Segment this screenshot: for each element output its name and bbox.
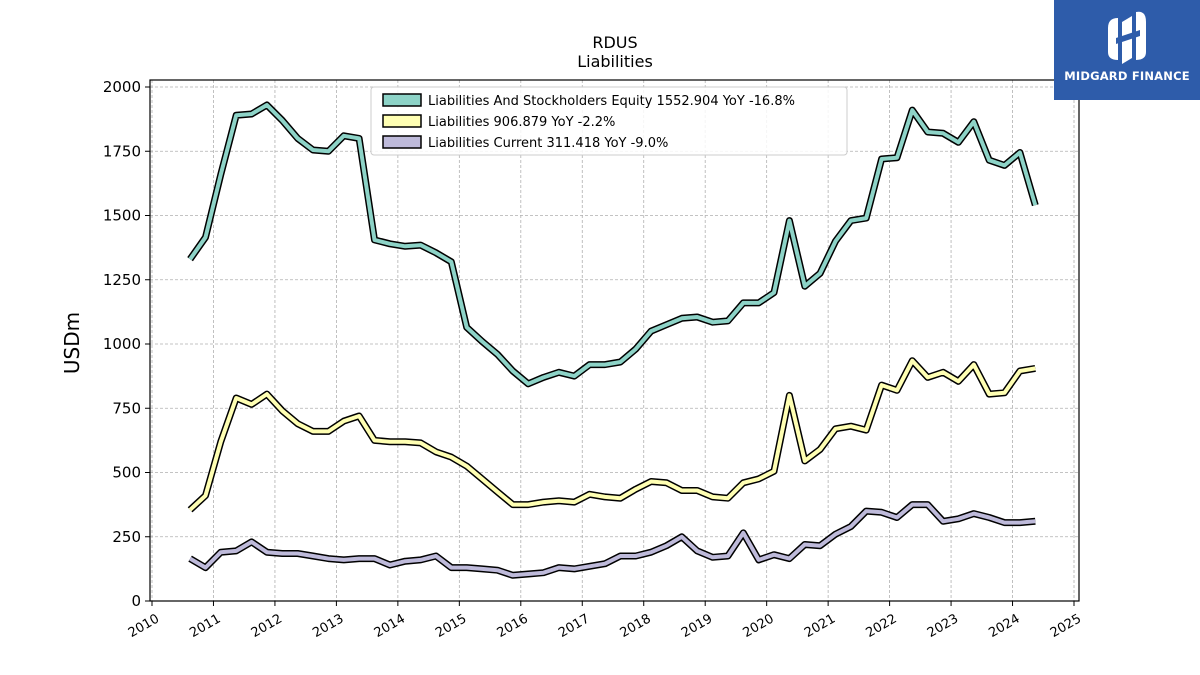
x-tick-label: 2016 — [495, 611, 531, 641]
legend-swatch — [382, 135, 422, 149]
y-tick-label: 1250 — [103, 271, 141, 289]
y-tick-label: 1000 — [103, 335, 141, 353]
legend-entry: Liabilities 906.879 YoY -2.2% — [428, 115, 615, 130]
legend-entry: Liabilities Current 311.418 YoY -9.0% — [428, 136, 668, 151]
y-tick-label: 250 — [112, 528, 141, 546]
logo-text: MIDGARD FINANCE — [1064, 69, 1190, 83]
y-axis-label: USDm — [60, 312, 84, 374]
x-tick-label: 2023 — [925, 611, 961, 641]
legend-swatch — [382, 93, 422, 107]
legend-entry: Liabilities And Stockholders Equity 1552… — [428, 94, 795, 109]
x-tick-label: 2021 — [802, 611, 838, 641]
legend-box — [370, 86, 848, 156]
y-tick-label: 1750 — [103, 142, 141, 160]
series-outline-liabilities — [187, 357, 1036, 513]
y-tick-label: 500 — [112, 464, 141, 482]
series-line-liabilities-and-stockholders-equity — [188, 103, 1038, 386]
legend-swatch — [382, 114, 422, 128]
x-tick-label: 2014 — [372, 611, 408, 641]
series-outline-liabilities-current — [188, 501, 1036, 579]
y-tick-label: 2000 — [103, 78, 141, 96]
legend: Liabilities And Stockholders Equity 1552… — [370, 86, 848, 156]
x-axis-ticks: 2010 2011 2012 2013 2014 2015 2016 2017 2018 2019… — [126, 601, 1084, 641]
x-tick-label: 2013 — [310, 611, 346, 641]
y-tick-label: 1500 — [103, 207, 141, 225]
x-tick-label: 2018 — [618, 611, 654, 641]
x-tick-label: 2010 — [126, 611, 162, 641]
x-tick-label: 2024 — [986, 611, 1022, 641]
x-tick-label: 2020 — [741, 611, 777, 641]
y-tick-label: 0 — [131, 592, 141, 610]
y-tick-label: 750 — [112, 399, 141, 417]
x-tick-label: 2022 — [863, 611, 899, 641]
x-tick-label: 2017 — [556, 611, 592, 641]
y-axis-ticks: 0 250 500 750 1000 1250 1500 1750 2000 — [103, 78, 150, 610]
plot-area-frame — [149, 79, 1080, 602]
series-lines — [187, 101, 1039, 579]
chart-title: RDUS — [592, 33, 637, 52]
x-tick-label: 2011 — [187, 611, 223, 641]
series-line-liabilities-current — [189, 502, 1036, 578]
series-line-liabilities — [188, 358, 1036, 512]
brand-logo: MIDGARD FINANCE — [1054, 0, 1200, 100]
logo-mark-icon — [1108, 11, 1146, 64]
x-tick-label: 2015 — [433, 611, 469, 641]
x-tick-label: 2025 — [1048, 611, 1084, 641]
chart-subtitle: Liabilities — [577, 52, 653, 71]
x-tick-label: 2019 — [679, 611, 715, 641]
grid — [150, 80, 1079, 602]
x-tick-label: 2012 — [249, 611, 285, 641]
